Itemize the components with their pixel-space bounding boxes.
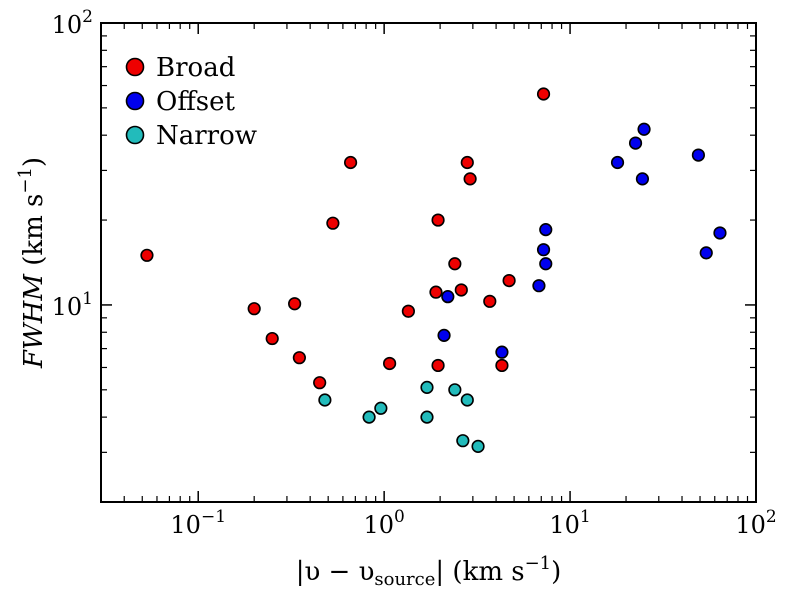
data-point-offset [713,226,727,240]
y-axis-label: FWHM (km s−1) [15,157,49,369]
legend: Broad Offset Narrow [125,53,257,151]
y-axis-label-superscript: −1 [15,167,36,194]
data-point-offset [536,243,551,257]
data-point-broad [454,283,468,297]
y-axis-label-end: ) [19,157,49,167]
data-point-narrow [460,393,474,407]
legend-marker-offset [125,91,145,111]
data-point-offset [637,122,651,136]
x-tick-label: 100 [363,507,404,539]
data-point-narrow [318,393,332,407]
data-point-narrow [420,380,434,394]
x-axis-label-superscript: −1 [525,553,552,574]
data-point-offset [495,345,509,359]
x-tick-label: 10−1 [170,507,226,539]
y-tick-label: 101 [52,289,93,321]
data-point-broad [326,216,340,230]
data-point-offset [691,148,705,162]
data-point-broad [448,257,462,271]
data-point-offset [437,328,451,342]
data-point-broad [343,155,358,170]
y-axis-label-rest: (km s [19,194,49,274]
tick-labels: 10−1 100 101 102 101 102 [52,7,777,539]
plot-frame [100,22,757,503]
data-point-narrow [448,383,462,397]
data-point-offset [532,279,546,293]
data-point-broad [288,297,302,311]
data-points [140,87,727,453]
data-point-narrow [471,439,485,453]
data-point-broad [429,285,443,299]
data-point-broad [463,172,477,186]
data-point-broad [536,87,551,101]
x-axis-label-prefix: |υ − υ [296,557,375,587]
x-tick-label: 102 [735,507,776,539]
data-point-offset [539,223,553,237]
legend-marker-broad [125,57,145,77]
data-point-broad [431,213,445,227]
data-point-offset [635,172,650,186]
data-point-narrow [374,401,388,415]
data-point-offset [628,136,643,150]
x-axis-label: |υ − υsource| (km s−1) [296,553,562,590]
y-axis-label-italic: FWHM [19,273,49,369]
x-tick-label: 101 [549,507,590,539]
data-point-broad [502,273,516,288]
data-point-narrow [420,410,434,424]
data-point-broad [140,248,154,262]
data-point-broad [495,358,509,373]
data-point-narrow [362,410,376,424]
x-axis-label-subscript: source [374,569,435,590]
data-point-broad [383,356,397,371]
data-point-broad [265,331,279,346]
data-point-narrow [456,434,470,448]
legend-label-narrow: Narrow [156,121,257,151]
legend-label-broad: Broad [156,53,235,83]
data-point-broad [431,358,445,373]
y-tick-label: 102 [52,7,93,39]
data-point-offset [441,290,455,304]
data-point-broad [292,351,306,365]
data-point-offset [539,257,553,271]
data-point-broad [247,302,261,316]
data-point-broad [460,155,474,170]
legend-label-offset: Offset [156,87,236,117]
data-point-broad [313,376,327,390]
data-point-broad [401,304,415,318]
x-axis-label-end: ) [551,557,561,587]
data-point-broad [483,294,497,308]
x-axis-label-suffix: | (km s [435,557,524,587]
data-point-offset [699,246,713,260]
data-point-offset [610,155,625,170]
legend-marker-narrow [125,125,145,145]
